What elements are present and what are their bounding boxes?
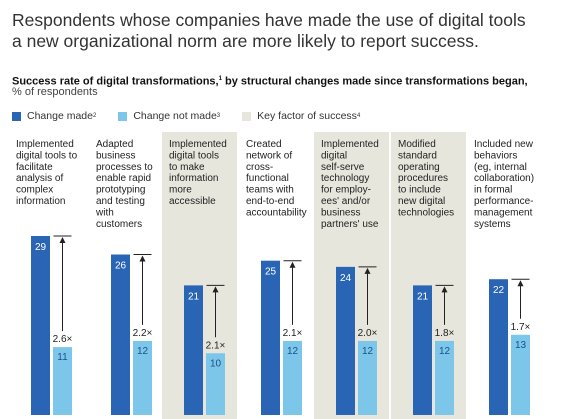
- ratio-label-3: 2.1×: [206, 340, 226, 351]
- legend-label-key-factor: Key factor of success: [257, 110, 357, 122]
- legend-label-change-made: Change made: [27, 110, 93, 122]
- bar-change-not-made-4: [283, 340, 302, 415]
- legend-swatch-change-made: [12, 111, 21, 121]
- bar-change-not-made-2: [133, 340, 152, 415]
- bracket-arrowhead-6: [441, 286, 448, 293]
- bracket-arrowhead-2: [139, 255, 146, 262]
- category-label-5: Implemented digital self-serve technology fo…: [321, 139, 379, 230]
- legend-footnote-change-made: 2: [92, 113, 97, 119]
- bar-change-not-made-7: [511, 334, 530, 415]
- subtitle-rest: by structural changes made since transfo…: [221, 75, 528, 88]
- ratio-label-6: 1.8×: [435, 328, 455, 339]
- bar-change-made-7: [489, 279, 508, 415]
- legend-swatch-change-not-made: [118, 111, 128, 121]
- ratio-label-1: 2.6×: [53, 334, 73, 345]
- bar-change-not-made-3: [206, 353, 225, 415]
- legend-item-change-not-made: Change not made 3: [118, 110, 220, 122]
- bar-change-made-5: [336, 266, 355, 415]
- bar-change-made-3: [184, 285, 203, 415]
- legend: Change made 2 Change not made 3 Key factor…: [12, 109, 382, 123]
- value-label-change-made-3: 21: [188, 291, 200, 302]
- bar-change-made-6: [413, 285, 432, 415]
- category-label-6: Modified standard operating procedures to in…: [398, 139, 454, 218]
- value-label-change-made-5: 24: [340, 273, 352, 284]
- value-label-change-made-6: 21: [417, 291, 429, 302]
- ratio-label-7: 1.7×: [511, 322, 531, 333]
- ratio-label-4: 2.1×: [283, 328, 303, 339]
- category-label-7: Included new behaviors (eg, internal collab…: [474, 139, 534, 230]
- bracket-arrowhead-3: [212, 286, 219, 293]
- bar-change-made-1: [31, 236, 50, 415]
- value-label-change-not-made-4: 12: [287, 346, 299, 357]
- legend-footnote-change-not-made: 3: [216, 113, 221, 119]
- value-label-change-made-2: 26: [115, 261, 127, 272]
- category-label-3: Implemented digital tools to make informati…: [169, 139, 227, 207]
- value-label-change-made-7: 22: [493, 285, 505, 296]
- value-label-change-made-4: 25: [265, 267, 277, 278]
- headline-line-1: Respondents whose companies have made th…: [12, 10, 526, 30]
- value-label-change-not-made-1: 11: [57, 352, 68, 363]
- category-label-1: Implemented digital tools to facilitate ana…: [16, 139, 78, 207]
- legend-item-change-made: Change made 2: [12, 110, 96, 122]
- bar-change-not-made-6: [435, 340, 454, 415]
- value-label-change-not-made-5: 12: [362, 346, 374, 357]
- bracket-arrowhead-5: [364, 267, 371, 274]
- category-label-2: Adapted business processes to enable rapid p…: [95, 139, 153, 230]
- headline-line-2: a new organizational norm are more likel…: [12, 31, 479, 51]
- category-label-4: Created network of cross-functional teams w…: [246, 139, 307, 218]
- legend-footnote-key-factor: 4: [356, 113, 361, 119]
- bar-change-not-made-5: [358, 340, 377, 415]
- value-label-change-not-made-3: 10: [210, 358, 222, 369]
- bar-change-made-2: [111, 254, 130, 415]
- value-label-change-not-made-2: 12: [137, 346, 149, 357]
- value-label-change-made-1: 29: [35, 242, 47, 253]
- headline: Respondents whose companies have made th…: [12, 10, 552, 52]
- legend-item-key-factor: Key factor of success 4: [242, 110, 360, 122]
- subtitle-main: Success rate of digital transformations,: [12, 75, 219, 88]
- legend-label-change-not-made: Change not made: [133, 110, 217, 122]
- value-label-change-not-made-7: 13: [515, 340, 527, 351]
- ratio-label-2: 2.2×: [133, 328, 153, 339]
- legend-swatch-key-factor: [242, 111, 252, 121]
- ratio-label-5: 2.0×: [358, 328, 378, 339]
- bracket-arrowhead-4: [289, 261, 296, 268]
- bar-change-not-made-1: [53, 347, 72, 415]
- value-label-change-not-made-6: 12: [439, 346, 451, 357]
- chart-unit: % of respondents: [12, 86, 98, 98]
- subtitle-footnote: 1: [218, 76, 222, 82]
- bracket-arrowhead-7: [517, 280, 524, 287]
- bar-change-made-4: [261, 260, 280, 415]
- chart-subtitle: Success rate of digital transformations,…: [12, 73, 557, 89]
- bracket-arrowhead-1: [59, 237, 66, 243]
